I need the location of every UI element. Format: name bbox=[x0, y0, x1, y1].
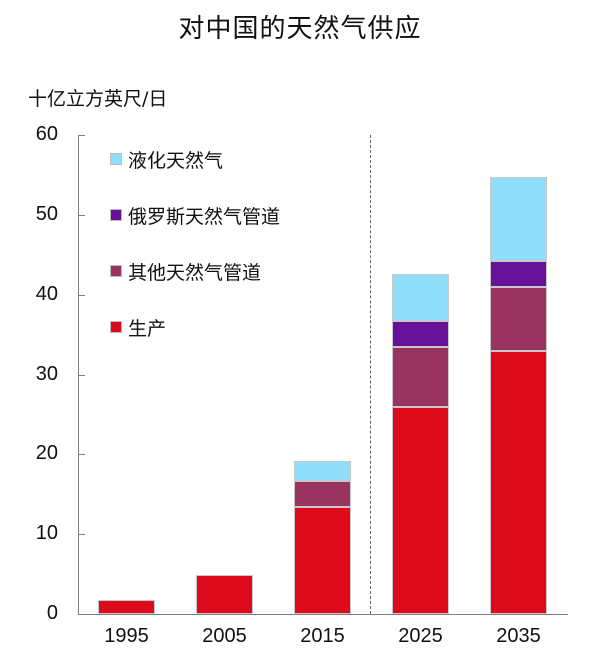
x-tick-label: 2015 bbox=[300, 625, 345, 647]
x-axis bbox=[78, 614, 568, 615]
bar-segment bbox=[98, 600, 155, 614]
bar-segment bbox=[196, 574, 253, 614]
y-tick bbox=[79, 295, 85, 296]
y-tick bbox=[79, 614, 85, 615]
bar-segment bbox=[490, 287, 547, 351]
y-tick-label: 60 bbox=[35, 123, 58, 145]
legend-item: 俄罗斯天然气管道 bbox=[110, 203, 281, 228]
x-tick-label: 2035 bbox=[496, 625, 541, 647]
legend-item: 生产 bbox=[110, 315, 167, 340]
bar-segment bbox=[392, 321, 449, 348]
legend-label: 生产 bbox=[128, 317, 167, 340]
legend-swatch-icon bbox=[110, 209, 122, 221]
bar-segment bbox=[490, 261, 547, 288]
y-tick-label: 40 bbox=[35, 283, 58, 305]
y-axis-unit-label: 十亿立方英尺/日 bbox=[28, 88, 168, 110]
bar-segment bbox=[490, 176, 547, 262]
bar-segment bbox=[490, 350, 547, 614]
y-tick-label: 0 bbox=[46, 602, 58, 624]
y-tick-label: 50 bbox=[35, 203, 58, 225]
bar-segment bbox=[294, 481, 351, 507]
bar-segment bbox=[294, 507, 351, 614]
bar-segment bbox=[392, 347, 449, 408]
legend-label: 其他天然气管道 bbox=[128, 261, 262, 284]
bar-segment bbox=[294, 460, 351, 482]
projection-divider-line bbox=[370, 135, 371, 614]
bar-segment bbox=[392, 407, 449, 614]
x-tick-label: 2005 bbox=[202, 625, 247, 647]
legend-swatch-icon bbox=[110, 321, 122, 333]
legend-label: 液化天然气 bbox=[128, 149, 224, 172]
x-tick-label: 2025 bbox=[398, 625, 443, 647]
bar-segment bbox=[392, 273, 449, 321]
legend-swatch-icon bbox=[110, 265, 122, 277]
x-tick-label: 1995 bbox=[104, 625, 149, 647]
legend-item: 其他天然气管道 bbox=[110, 259, 262, 284]
legend-label: 俄罗斯天然气管道 bbox=[128, 205, 281, 228]
y-tick bbox=[79, 454, 85, 455]
y-tick-label: 20 bbox=[35, 442, 58, 464]
y-axis bbox=[78, 135, 79, 615]
y-tick bbox=[79, 534, 85, 535]
y-tick-label: 10 bbox=[35, 522, 58, 544]
y-tick bbox=[79, 375, 85, 376]
chart-title: 对中国的天然气供应 bbox=[178, 14, 422, 44]
y-tick-label: 30 bbox=[35, 363, 58, 385]
y-tick bbox=[79, 135, 85, 136]
y-tick bbox=[79, 215, 85, 216]
legend-item: 液化天然气 bbox=[110, 147, 224, 172]
legend-swatch-icon bbox=[110, 153, 122, 165]
